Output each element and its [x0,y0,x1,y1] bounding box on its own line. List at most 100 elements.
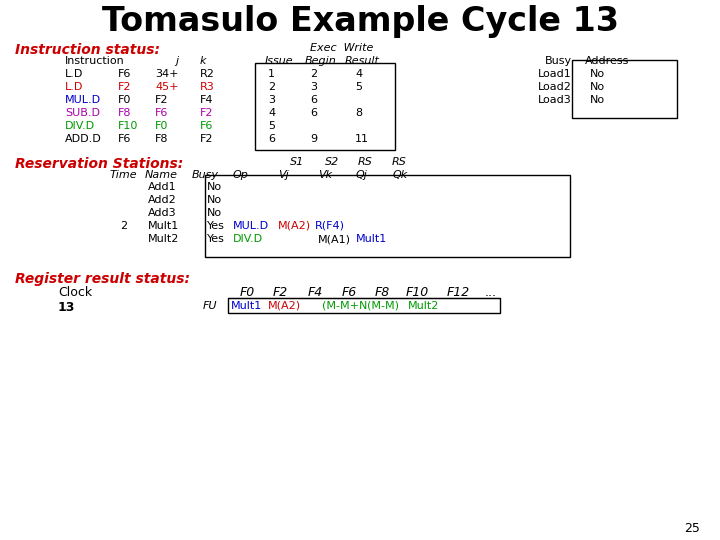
Text: R(F4): R(F4) [315,221,345,231]
Text: Mult1: Mult1 [231,301,262,311]
Text: No: No [207,182,222,192]
Text: No: No [590,82,605,92]
Text: No: No [590,95,605,105]
Text: ADD.D: ADD.D [65,134,102,144]
Text: 6: 6 [310,95,317,105]
Text: F2: F2 [155,95,168,105]
Text: F6: F6 [118,134,131,144]
Text: (M-M+N: (M-M+N [322,301,367,311]
Text: 2: 2 [120,221,127,231]
Text: F6: F6 [200,121,213,131]
Text: k: k [200,56,207,66]
Text: Vj: Vj [278,170,289,180]
Text: Register result status:: Register result status: [15,272,190,286]
Text: Load3: Load3 [538,95,572,105]
Text: Exec  Write: Exec Write [310,43,374,53]
Bar [205,175,570,257]
Text: 6: 6 [310,108,317,118]
Text: F0: F0 [118,95,131,105]
Text: Begin: Begin [305,56,337,66]
Text: R2: R2 [200,69,215,79]
Bar [255,63,395,150]
Text: F6: F6 [342,286,357,299]
Text: 4: 4 [268,108,275,118]
Text: Add2: Add2 [148,195,176,205]
Text: F10: F10 [118,121,138,131]
Text: Yes: Yes [207,234,225,244]
Text: MUL.D: MUL.D [233,221,269,231]
Text: 1: 1 [268,69,275,79]
Text: L.D: L.D [65,69,84,79]
Text: 5: 5 [355,82,362,92]
Text: No: No [207,208,222,218]
Text: Tomasulo Example Cycle 13: Tomasulo Example Cycle 13 [102,5,618,38]
Text: F0: F0 [240,286,256,299]
Text: 2: 2 [310,69,317,79]
Text: 2: 2 [268,82,275,92]
Text: 6: 6 [268,134,275,144]
Text: 34+: 34+ [155,69,179,79]
Text: FU: FU [203,301,217,311]
Text: F2: F2 [273,286,288,299]
Text: (M-M): (M-M) [367,301,399,311]
Text: 8: 8 [355,108,362,118]
Text: Mult2: Mult2 [148,234,179,244]
Text: Add1: Add1 [148,182,176,192]
Text: F2: F2 [200,108,214,118]
Text: Time: Time [110,170,138,180]
Text: Qk: Qk [393,170,408,180]
Text: F8: F8 [155,134,168,144]
Text: F8: F8 [118,108,132,118]
Text: Op: Op [233,170,249,180]
Text: F6: F6 [118,69,131,79]
Text: F6: F6 [155,108,168,118]
Text: Result: Result [345,56,380,66]
Text: Add3: Add3 [148,208,176,218]
Text: S2: S2 [325,157,339,167]
Text: M(A1): M(A1) [318,234,351,244]
Text: DIV.D: DIV.D [233,234,263,244]
Text: Busy: Busy [545,56,572,66]
Text: F10: F10 [406,286,429,299]
Text: Mult1: Mult1 [356,234,387,244]
Text: M(A2): M(A2) [268,301,301,311]
Text: Address: Address [585,56,629,66]
Text: S1: S1 [290,157,305,167]
Text: Reservation Stations:: Reservation Stations: [15,157,184,171]
Text: Name: Name [145,170,178,180]
Text: F8: F8 [375,286,390,299]
Text: DIV.D: DIV.D [65,121,95,131]
Text: No: No [590,69,605,79]
Text: 11: 11 [355,134,369,144]
Text: F2: F2 [200,134,214,144]
Text: Clock: Clock [58,286,92,299]
Text: F2: F2 [118,82,132,92]
Text: 13: 13 [58,301,76,314]
Text: 4: 4 [355,69,362,79]
Text: R3: R3 [200,82,215,92]
Text: Busy: Busy [192,170,219,180]
Text: Mult1: Mult1 [148,221,179,231]
Text: F4: F4 [308,286,323,299]
Text: M(A2): M(A2) [278,221,311,231]
Text: F0: F0 [155,121,168,131]
Text: 3: 3 [310,82,317,92]
Text: Qj: Qj [356,170,368,180]
Text: Instruction status:: Instruction status: [15,43,160,57]
Bar [572,60,677,118]
Text: F12: F12 [447,286,470,299]
Text: L.D: L.D [65,82,84,92]
Text: No: No [207,195,222,205]
Text: F4: F4 [200,95,214,105]
Text: 45+: 45+ [155,82,179,92]
Text: Mult2: Mult2 [408,301,439,311]
Text: 9: 9 [310,134,317,144]
Text: Vk: Vk [318,170,332,180]
Text: RS: RS [358,157,373,167]
Text: 25: 25 [684,522,700,535]
Bar [228,298,500,313]
Text: ...: ... [485,286,497,299]
Text: Issue: Issue [265,56,294,66]
Text: SUB.D: SUB.D [65,108,100,118]
Text: Yes: Yes [207,221,225,231]
